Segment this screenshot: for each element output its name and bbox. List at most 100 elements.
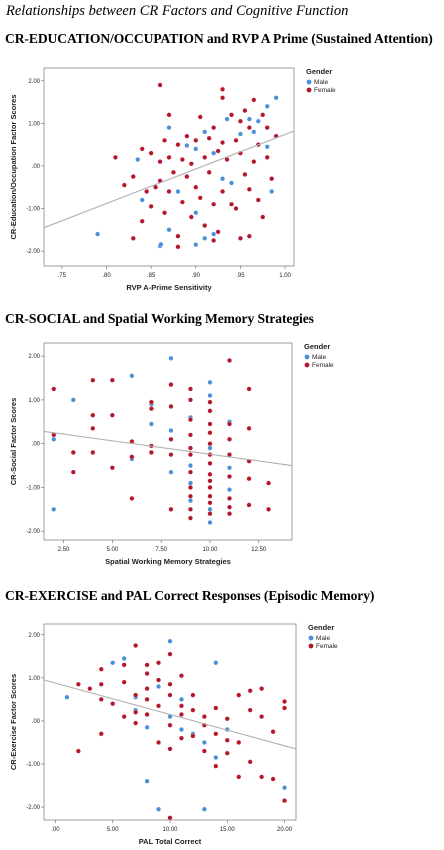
- data-point-female: [167, 692, 173, 698]
- y-axis-label: CR-Social Factor Scores: [9, 398, 18, 486]
- data-point-female: [171, 169, 176, 175]
- data-point-female: [201, 714, 207, 720]
- data-point-male: [158, 241, 164, 247]
- data-point-female: [179, 673, 184, 679]
- data-point-female: [175, 142, 181, 148]
- data-point-female: [197, 195, 203, 201]
- data-point-female: [167, 722, 173, 728]
- data-point-female: [112, 154, 118, 160]
- data-point-female: [202, 154, 208, 160]
- data-point-female: [139, 146, 145, 152]
- data-point-female: [207, 460, 213, 466]
- data-point-female: [144, 189, 150, 194]
- y-tick-label: -1.00: [26, 485, 40, 491]
- scatter-chart-education-rvp: .75 .80 .85 .90 .95 1.00 2.00 1.00 .00 -1.00 -2.00…: [9, 67, 336, 292]
- data-point-female: [90, 425, 96, 431]
- y-tick-label: .00: [32, 164, 41, 170]
- data-point-male: [64, 694, 70, 700]
- data-point-female: [224, 737, 230, 743]
- data-point-female: [166, 112, 172, 118]
- data-point-female: [227, 495, 232, 501]
- plot-frame: [43, 342, 293, 541]
- data-point-female: [188, 214, 194, 220]
- data-point-female: [270, 729, 276, 735]
- data-point-female: [162, 210, 167, 216]
- data-point-female: [213, 731, 219, 737]
- data-point-female: [213, 763, 219, 769]
- data-point-female: [144, 662, 150, 668]
- data-point-male: [188, 463, 193, 469]
- data-point-male: [168, 355, 174, 361]
- data-point-male: [156, 806, 161, 812]
- data-point-female: [90, 377, 96, 383]
- y-tick-label: 2.00: [28, 79, 40, 85]
- x-tick-label: .90: [192, 273, 201, 279]
- data-point-female: [98, 696, 104, 702]
- y-tick-label: -1.00: [26, 207, 40, 213]
- data-point-male: [148, 421, 154, 427]
- data-point-female: [246, 186, 252, 192]
- data-point-female: [246, 386, 252, 392]
- data-point-female: [148, 203, 154, 209]
- data-point-female: [188, 493, 193, 499]
- data-point-female: [282, 699, 287, 704]
- data-point-female: [246, 502, 252, 508]
- data-point-female: [168, 452, 174, 458]
- data-point-male: [207, 520, 213, 525]
- data-point-female: [207, 493, 213, 499]
- data-point-male: [202, 235, 208, 241]
- data-point-female: [179, 735, 184, 741]
- data-point-female: [207, 485, 213, 490]
- data-point-female: [190, 733, 196, 739]
- data-point-male: [220, 176, 226, 182]
- legend-title: Gender: [304, 342, 330, 351]
- data-point-male: [282, 785, 287, 791]
- data-point-female: [207, 500, 213, 506]
- data-point-female: [184, 174, 190, 180]
- data-point-male: [70, 397, 76, 403]
- data-point-female: [121, 182, 127, 188]
- data-point-male: [121, 656, 127, 661]
- data-point-female: [237, 118, 243, 124]
- data-point-female: [215, 148, 221, 154]
- data-point-female: [144, 712, 150, 717]
- data-point-female: [179, 712, 184, 717]
- data-point-female: [179, 199, 185, 205]
- data-point-female: [224, 750, 230, 756]
- data-point-female: [148, 399, 154, 405]
- data-point-female: [188, 452, 193, 458]
- legend-label-male: Male: [314, 79, 328, 86]
- data-point-male: [175, 189, 181, 194]
- y-tick-label: 2.00: [28, 633, 40, 639]
- data-point-female: [188, 506, 193, 512]
- data-point-female: [121, 679, 127, 685]
- data-point-male: [166, 125, 172, 131]
- data-point-female: [133, 709, 139, 715]
- data-point-female: [162, 137, 167, 143]
- data-point-female: [266, 480, 272, 486]
- y-tick-label: 2.00: [28, 354, 40, 360]
- data-point-female: [175, 233, 181, 239]
- data-point-female: [224, 716, 230, 722]
- data-point-female: [211, 125, 217, 131]
- data-point-female: [242, 108, 248, 114]
- data-point-female: [70, 469, 76, 475]
- data-point-female: [233, 137, 239, 143]
- data-point-male: [184, 143, 190, 148]
- data-point-male: [135, 157, 141, 162]
- data-point-female: [206, 169, 212, 175]
- data-point-male: [167, 638, 173, 644]
- data-point-female: [156, 660, 161, 666]
- data-point-female: [188, 386, 193, 392]
- data-point-male: [207, 379, 213, 385]
- data-point-female: [168, 436, 174, 442]
- data-point-male: [246, 116, 252, 122]
- legend-title: Gender: [306, 67, 332, 76]
- data-point-male: [211, 150, 217, 156]
- x-tick-label: 12.50: [251, 547, 267, 553]
- x-tick-label: .00: [51, 827, 60, 833]
- data-point-male: [168, 469, 174, 475]
- legend-label-male: Male: [316, 635, 330, 642]
- y-tick-label: 1.00: [28, 121, 40, 127]
- data-point-male: [95, 231, 101, 237]
